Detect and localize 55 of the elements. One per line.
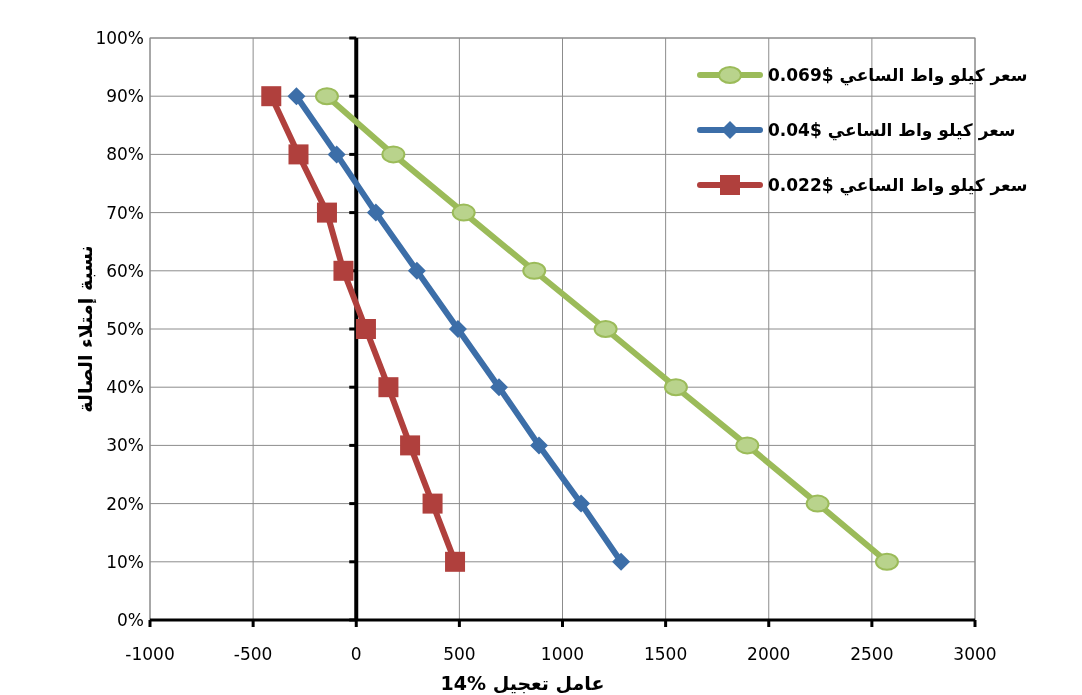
point: [612, 552, 631, 571]
x-axis-title: عامل تعجيل %14: [440, 672, 605, 694]
point: [378, 377, 399, 398]
point: [407, 261, 426, 280]
x-tick-label: 500: [443, 644, 476, 664]
y-tick-label: 20%: [106, 493, 144, 514]
point: [261, 86, 282, 107]
point: [448, 320, 467, 338]
point: [381, 145, 406, 164]
point: [333, 260, 354, 281]
y-tick-label: 30%: [106, 435, 144, 456]
x-tick-label: 1500: [643, 644, 688, 664]
y-tick-label: 90%: [106, 86, 144, 107]
y-tick-label: 80%: [106, 144, 144, 165]
legend: سعر كيلو واط الساعي $0.04: [697, 120, 1016, 140]
point: [314, 87, 339, 106]
point: [316, 202, 337, 223]
y-tick-label: 40%: [106, 377, 144, 398]
point: [400, 435, 421, 456]
point: [451, 203, 476, 222]
point: [593, 320, 618, 338]
point: [287, 87, 306, 106]
point: [288, 144, 309, 165]
y-axis-title: نسبة إمتلاء الصالة: [74, 245, 97, 413]
point: [874, 552, 899, 571]
legend-label: سعر كيلو واط الساعي $0.022: [768, 175, 1028, 196]
x-tick-label: 2500: [850, 644, 894, 664]
x-tick-label: 3000: [953, 644, 997, 664]
point: [355, 319, 376, 339]
y-tick-label: 10%: [106, 551, 144, 572]
y-tick-label: 70%: [106, 202, 144, 223]
point: [489, 378, 508, 397]
legend: سعر كيلو واط الساعي $0.069: [697, 65, 1028, 85]
point: [522, 261, 547, 280]
legend: سعر كيلو واط الساعي $0.022: [697, 175, 1028, 195]
x-tick-label: 1000: [540, 644, 585, 664]
x-tick-label: -500: [233, 644, 273, 664]
point: [735, 436, 760, 455]
point: [529, 436, 548, 455]
point: [422, 493, 443, 514]
legend-label: سعر كيلو واط الساعي $0.04: [768, 120, 1016, 141]
y-tick-label: 100%: [95, 28, 144, 48]
point: [663, 378, 688, 397]
point: [805, 494, 830, 513]
y-tick-label: 50%: [106, 319, 144, 339]
point: [572, 494, 591, 513]
x-tick-label: 0: [350, 644, 362, 664]
legend-label: سعر كيلو واط الساعي $0.069: [768, 65, 1028, 86]
y-tick-label: 60%: [106, 260, 144, 281]
point: [327, 145, 346, 164]
x-tick-label: 2000: [747, 644, 791, 664]
x-tick-label: -1000: [125, 644, 175, 664]
point: [366, 203, 385, 222]
y-tick-label: 0%: [117, 610, 144, 630]
point: [445, 551, 466, 572]
